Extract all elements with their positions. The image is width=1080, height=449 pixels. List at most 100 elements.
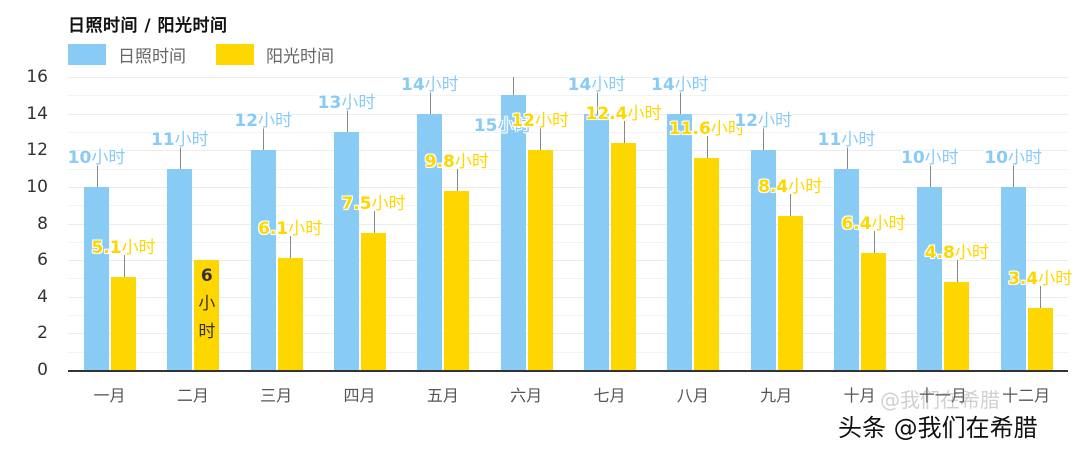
gridline <box>68 77 1068 78</box>
leader-line <box>1013 164 1015 187</box>
bar-sunshine[interactable] <box>667 113 693 370</box>
bar-sunlight[interactable] <box>694 157 720 370</box>
leader-line <box>706 135 708 158</box>
leader-line <box>1040 285 1042 308</box>
leader-line <box>456 168 458 191</box>
x-tick-label: 六月 <box>510 386 543 405</box>
x-tick-label: 三月 <box>260 386 293 405</box>
y-tick-label: 10 <box>26 176 48 197</box>
legend-label: 阳光时间 <box>266 47 334 67</box>
bar-sunlight[interactable] <box>277 258 303 370</box>
bar-sunlight[interactable] <box>861 252 886 370</box>
data-label: 6.1小时 <box>258 219 323 240</box>
data-label: 13小时 <box>317 92 376 113</box>
leader-line <box>290 236 292 259</box>
leader-line <box>96 164 98 187</box>
bar-sunshine[interactable] <box>250 150 276 370</box>
y-tick-label: 12 <box>26 140 48 161</box>
y-tick-label: 6 <box>37 250 48 271</box>
bar-sunshine[interactable] <box>84 186 109 370</box>
y-tick-label: 8 <box>37 213 48 234</box>
x-tick-label: 十二月 <box>1002 386 1051 405</box>
bar-sunlight[interactable] <box>194 260 220 370</box>
gridline <box>68 95 1068 97</box>
gridline <box>68 260 1068 262</box>
data-label: 14小时 <box>400 74 459 95</box>
gridline <box>68 150 1068 152</box>
bar-sunlight[interactable] <box>1027 307 1053 370</box>
bar-sunshine[interactable] <box>834 168 859 370</box>
bar-sunlight[interactable] <box>527 150 553 370</box>
bar-sunshine[interactable] <box>500 95 526 370</box>
legend-item-sunlight-time[interactable]: 阳光时间 <box>216 42 334 67</box>
leader-line <box>956 260 958 283</box>
leader-line <box>123 254 125 277</box>
bar-sunlight[interactable] <box>777 216 803 370</box>
bar-sunshine[interactable] <box>167 168 193 370</box>
leader-line <box>763 128 765 151</box>
gridline <box>68 113 1068 115</box>
data-label: 6.4小时 <box>841 213 906 234</box>
data-label: 12小时 <box>234 111 292 132</box>
leader-line <box>873 230 875 253</box>
gridline <box>68 205 1068 207</box>
data-label: 5.1小时 <box>91 237 156 258</box>
legend: 日照时间 阳光时间 <box>68 42 364 67</box>
legend-swatch-blue <box>68 44 106 65</box>
data-label: 7.5小时 <box>341 193 406 214</box>
data-label: 4.8小时 <box>924 243 989 264</box>
data-label: 3.4小时 <box>1008 268 1073 289</box>
bar-sunlight[interactable] <box>111 276 136 370</box>
bar-sunlight[interactable] <box>361 232 386 370</box>
leader-line <box>623 120 625 143</box>
data-label: 8.4小时 <box>758 177 823 198</box>
x-tick-label: 八月 <box>676 386 709 405</box>
data-label: 12小时 <box>511 111 569 132</box>
x-tick-label: 十月 <box>843 386 876 405</box>
data-label: 14小时 <box>650 74 709 95</box>
leader-line <box>679 91 681 114</box>
legend-item-sunshine-duration[interactable]: 日照时间 <box>68 42 186 67</box>
data-label: 10小时 <box>984 147 1042 168</box>
legend-swatch-yellow <box>216 44 254 65</box>
gridline <box>68 223 1068 225</box>
leader-line <box>513 77 515 95</box>
watermark-bold: 头条 @我们在希腊 <box>838 414 1038 442</box>
leader-line <box>929 164 931 187</box>
bar-sunshine[interactable] <box>334 131 359 370</box>
x-tick-label: 五月 <box>426 386 459 405</box>
bar-sunlight[interactable] <box>444 190 470 370</box>
x-tick-label: 七月 <box>593 386 626 405</box>
y-tick-label: 2 <box>37 323 48 344</box>
x-tick-label: 十一月 <box>918 386 967 405</box>
leader-line <box>790 194 792 217</box>
gridline <box>68 186 1068 188</box>
bar-sunshine[interactable] <box>1000 186 1026 370</box>
bar-sunshine[interactable] <box>750 150 776 370</box>
gridline <box>68 315 1068 317</box>
leader-line <box>373 210 375 233</box>
leader-line <box>263 128 265 151</box>
data-label: 9.8小时 <box>424 151 489 172</box>
bar-sunshine[interactable] <box>917 186 943 370</box>
leader-line <box>540 128 542 151</box>
data-label: 10小时 <box>67 147 126 168</box>
x-tick-label: 四月 <box>343 386 376 405</box>
bar-sunlight[interactable] <box>944 282 970 370</box>
bar-sunshine[interactable] <box>584 113 609 370</box>
gridline <box>68 351 1068 353</box>
watermark-faint: @我们在希腊 <box>880 388 1000 412</box>
gridline <box>68 241 1068 243</box>
bar-sunshine[interactable] <box>417 113 443 370</box>
data-label: 10小时 <box>900 147 959 168</box>
chart-title: 日照时间 / 阳光时间 <box>68 16 228 36</box>
y-tick-label: 14 <box>26 103 48 124</box>
bar-sunlight[interactable] <box>611 142 636 370</box>
data-label: 14小时 <box>567 74 626 95</box>
gridline <box>68 168 1068 170</box>
x-tick-label: 一月 <box>93 386 126 405</box>
legend-label: 日照时间 <box>118 47 186 67</box>
leader-line <box>179 146 181 169</box>
data-label: 12小时 <box>734 111 792 132</box>
leader-line <box>596 91 598 114</box>
